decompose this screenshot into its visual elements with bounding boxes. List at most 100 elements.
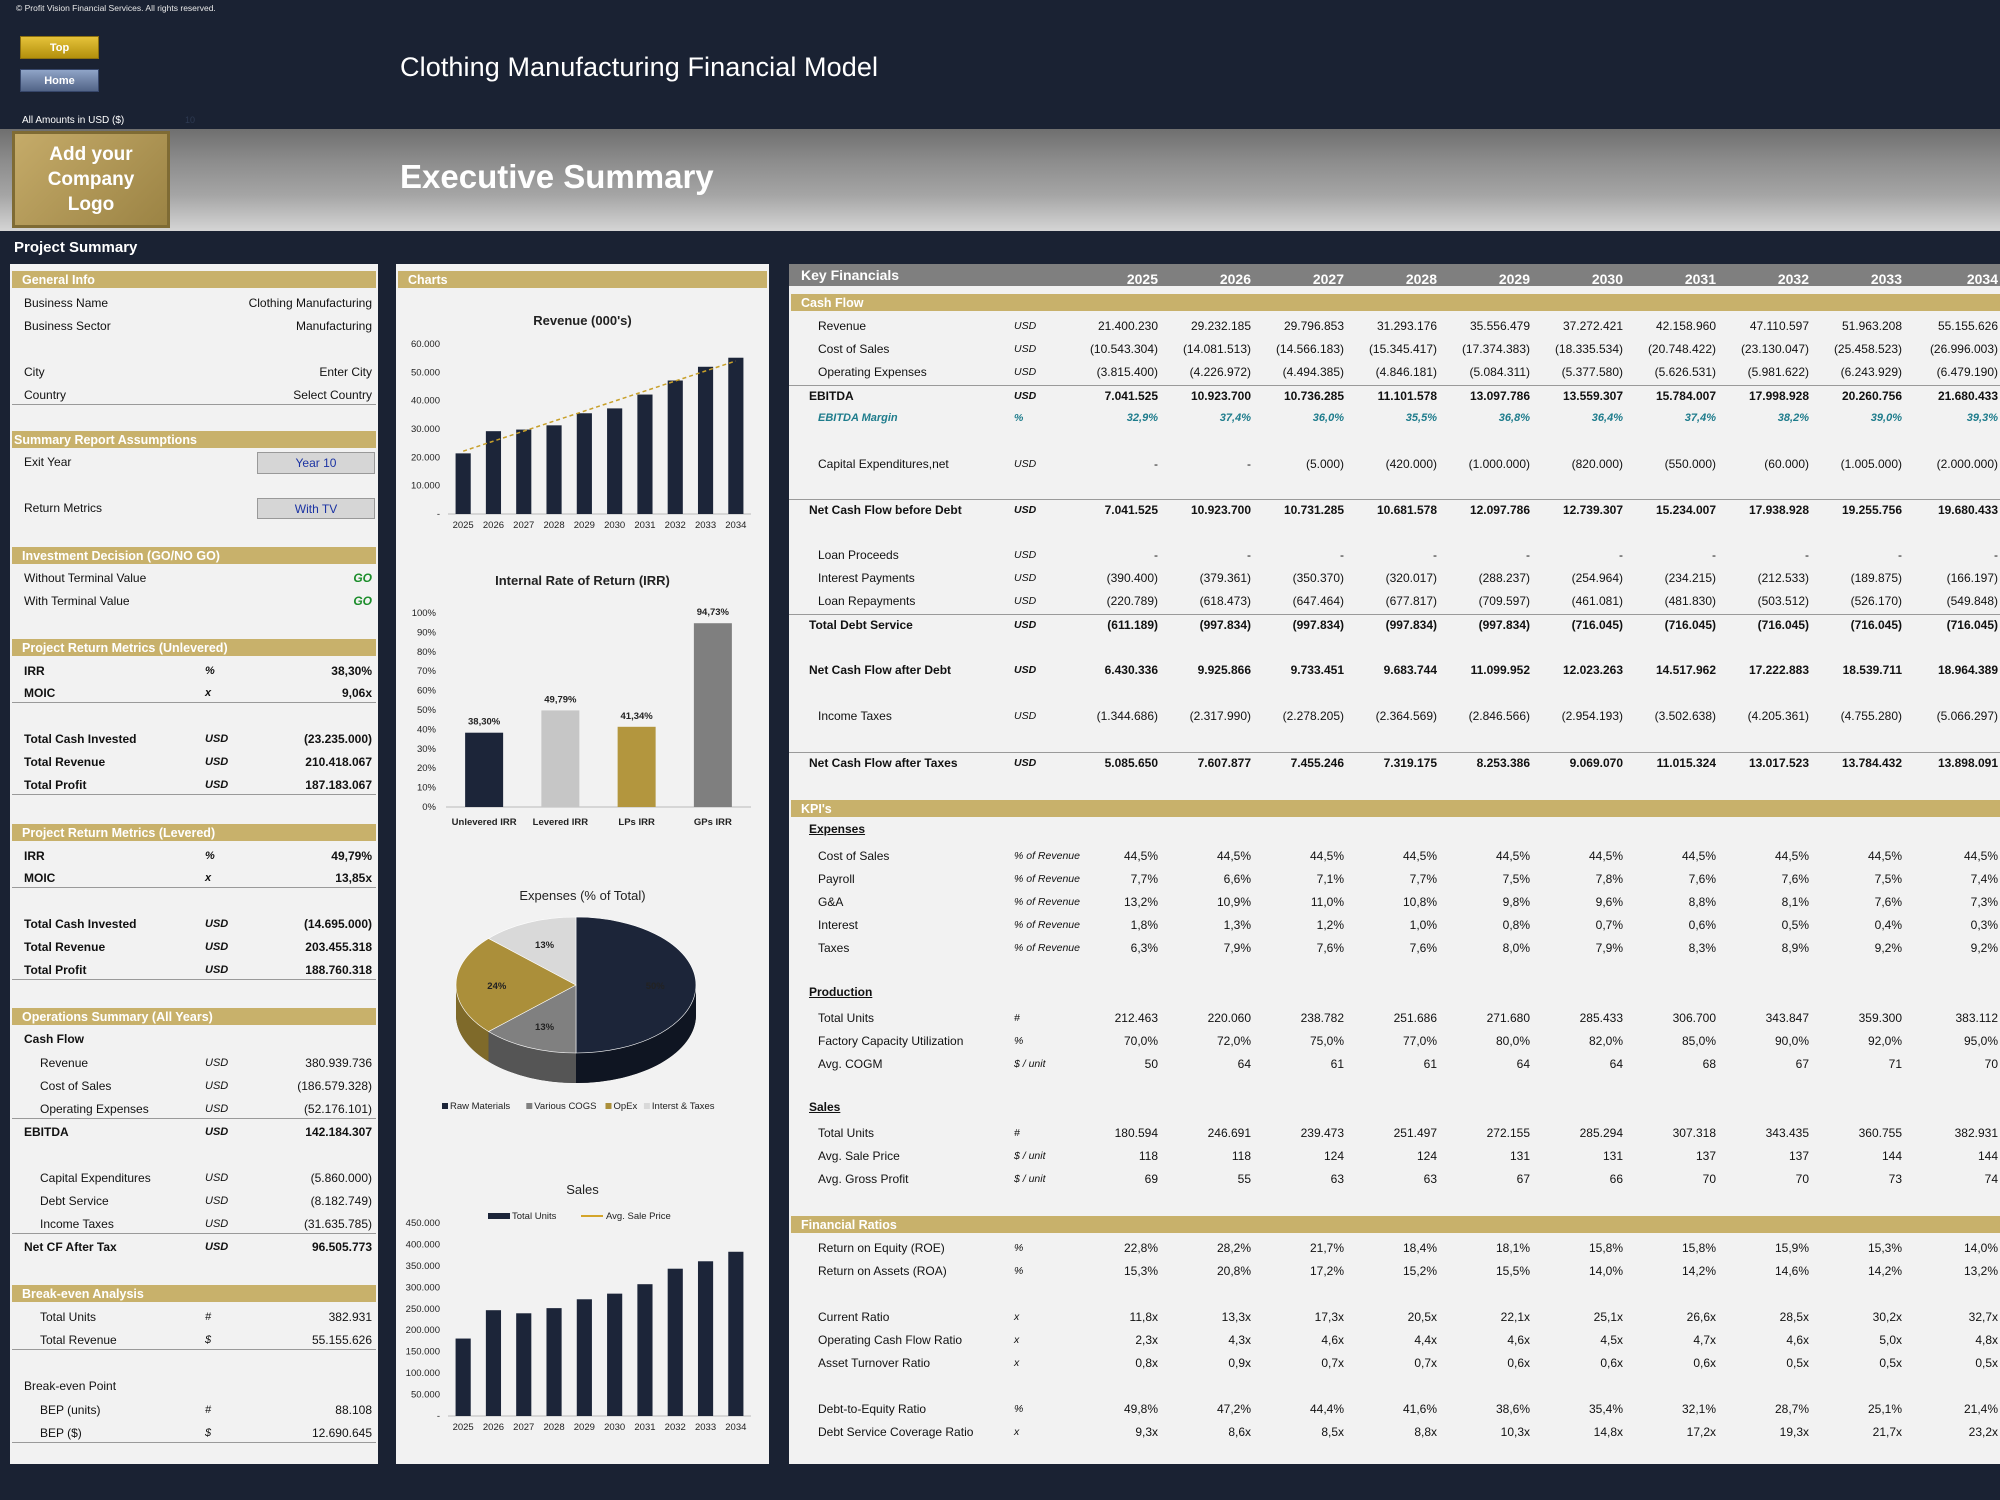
legend-label: OpEx bbox=[614, 1101, 638, 1112]
y-tick-label: 50.000 bbox=[411, 367, 440, 378]
year-value: (677.817) bbox=[1385, 594, 1437, 608]
revenue-bar bbox=[455, 453, 471, 514]
year-header: 2027 bbox=[1312, 271, 1344, 287]
sales-units-bar bbox=[485, 1310, 502, 1416]
year-value: 7,5% bbox=[1874, 872, 1902, 886]
x-tick-label: 2031 bbox=[634, 520, 655, 531]
row-label: Interest Payments bbox=[818, 571, 915, 585]
year-value: 8,9% bbox=[1781, 941, 1809, 955]
go-badge: GO bbox=[353, 571, 372, 585]
year-value: 8,3% bbox=[1688, 941, 1716, 955]
row-unit: # bbox=[205, 1404, 212, 1416]
year-value: 15,8% bbox=[1681, 1241, 1716, 1255]
company-logo-placeholder[interactable]: Add your Company Logo bbox=[12, 131, 170, 228]
y-tick-label: 40% bbox=[417, 724, 437, 735]
row-label: With Terminal Value bbox=[24, 594, 130, 608]
row-unit: USD bbox=[205, 1057, 229, 1069]
sales-units-bar bbox=[667, 1268, 683, 1416]
year-value: 82,0% bbox=[1588, 1034, 1623, 1048]
row-unit: x bbox=[1014, 1426, 1020, 1438]
row-unit: % bbox=[1014, 1035, 1024, 1047]
row-label: Operating Expenses bbox=[818, 365, 927, 379]
year-value: 15,3% bbox=[1867, 1241, 1902, 1255]
trendline bbox=[462, 360, 737, 452]
legend-label: Interst & Taxes bbox=[652, 1101, 715, 1112]
year-value: 42.158.960 bbox=[1655, 319, 1716, 333]
data-label: 49,79% bbox=[544, 694, 577, 705]
expense-kpi-row: Taxes % of Revenue 6,3% 7,9% 7,6% 7,6% 8,0% 7,9… bbox=[789, 938, 2000, 958]
year-value: 10.923.700 bbox=[1190, 389, 1251, 403]
top-button[interactable]: Top bbox=[20, 36, 99, 59]
year-value: (1.000.000) bbox=[1468, 457, 1530, 471]
year-value: (618.473) bbox=[1199, 594, 1251, 608]
banner bbox=[0, 129, 2000, 231]
cashflow-row: Total Debt Service USD (611.189) (997.834) (… bbox=[789, 614, 2000, 634]
row-unit: x bbox=[205, 687, 212, 699]
year-value: 7.319.175 bbox=[1383, 756, 1437, 770]
row-label: Operating Expenses bbox=[40, 1102, 149, 1116]
row-label: Cost of Sales bbox=[40, 1079, 112, 1093]
year-value: 75,0% bbox=[1309, 1034, 1344, 1048]
year-value: (6.479.190) bbox=[1936, 365, 1998, 379]
year-value: (220.789) bbox=[1106, 594, 1158, 608]
year-value: 69 bbox=[1144, 1172, 1158, 1186]
year-value: 18.539.711 bbox=[1842, 663, 1902, 677]
year-value: 74 bbox=[1984, 1172, 1998, 1186]
year-value: 95,0% bbox=[1963, 1034, 1998, 1048]
country-select[interactable]: Select Country bbox=[293, 388, 372, 402]
year-value: (4.755.280) bbox=[1840, 709, 1902, 723]
year-value: 15.234.007 bbox=[1655, 503, 1716, 517]
row-value: 49,79% bbox=[331, 849, 372, 863]
year-value: 80,0% bbox=[1495, 1034, 1530, 1048]
y-tick-label: 300.000 bbox=[406, 1282, 440, 1293]
year-value: (23.130.047) bbox=[1740, 342, 1809, 356]
year-value: 70 bbox=[1984, 1057, 1998, 1071]
year-header: 2029 bbox=[1498, 271, 1530, 287]
kpis-header: KPI's bbox=[791, 800, 2000, 817]
page-title: Executive Summary bbox=[400, 158, 714, 195]
year-value: (20.748.422) bbox=[1647, 342, 1716, 356]
year-value: 11.015.324 bbox=[1656, 756, 1716, 770]
year-value: (611.189) bbox=[1107, 618, 1158, 632]
key-financials-title: Key Financials bbox=[801, 267, 900, 283]
row-label: Without Terminal Value bbox=[24, 571, 147, 585]
row-unit: USD bbox=[1014, 366, 1037, 378]
row-value: 380.939.736 bbox=[305, 1056, 372, 1070]
legend-label: Total Units bbox=[512, 1211, 557, 1222]
row-unit: USD bbox=[205, 1103, 229, 1115]
row-unit: $ bbox=[205, 1334, 212, 1346]
year-value: (5.377.580) bbox=[1561, 365, 1623, 379]
data-label: 94,73% bbox=[697, 607, 730, 618]
cashflow-row: Interest Payments USD (390.400) (379.361) (3… bbox=[789, 568, 2000, 588]
return-metrics-select[interactable]: With TV bbox=[257, 498, 375, 519]
x-tick-label: 2025 bbox=[453, 520, 474, 531]
year-value: 13,2% bbox=[1123, 895, 1158, 909]
year-value: 306.700 bbox=[1672, 1011, 1716, 1025]
home-button[interactable]: Home bbox=[20, 69, 99, 92]
year-value: 44,5% bbox=[1588, 849, 1623, 863]
revenue-bar bbox=[728, 357, 744, 514]
year-value: 15,8% bbox=[1588, 1241, 1623, 1255]
year-value: (2.364.569) bbox=[1375, 709, 1437, 723]
year-value: 44,5% bbox=[1681, 849, 1716, 863]
row-unit: USD bbox=[205, 756, 229, 768]
year-value: 4,6x bbox=[1786, 1333, 1809, 1347]
year-value: 15,5% bbox=[1495, 1264, 1530, 1278]
year-value: 67 bbox=[1516, 1172, 1530, 1186]
year-value: 137 bbox=[1695, 1149, 1716, 1163]
operations-row: Cost of Sales USD (186.579.328) bbox=[12, 1076, 376, 1096]
year-value: (4.205.361) bbox=[1747, 709, 1809, 723]
year-value: (15.345.417) bbox=[1368, 342, 1437, 356]
levered-metric-row: Total Profit USD 188.760.318 bbox=[12, 960, 376, 980]
year-value: 14,2% bbox=[1681, 1264, 1716, 1278]
city-input[interactable]: Enter City bbox=[319, 365, 372, 379]
exit-year-select[interactable]: Year 10 bbox=[257, 452, 375, 474]
pie-slice-side bbox=[576, 985, 696, 1083]
year-value: 17,2x bbox=[1686, 1425, 1716, 1439]
year-value: - bbox=[1712, 548, 1716, 562]
row-label: Return on Assets (ROA) bbox=[818, 1264, 947, 1278]
year-value: 63 bbox=[1330, 1172, 1344, 1186]
year-value: 17.998.928 bbox=[1748, 389, 1809, 403]
year-value: (420.000) bbox=[1385, 457, 1437, 471]
cashflow-row: Loan Proceeds USD - - - - - - - - - - bbox=[789, 545, 2000, 565]
